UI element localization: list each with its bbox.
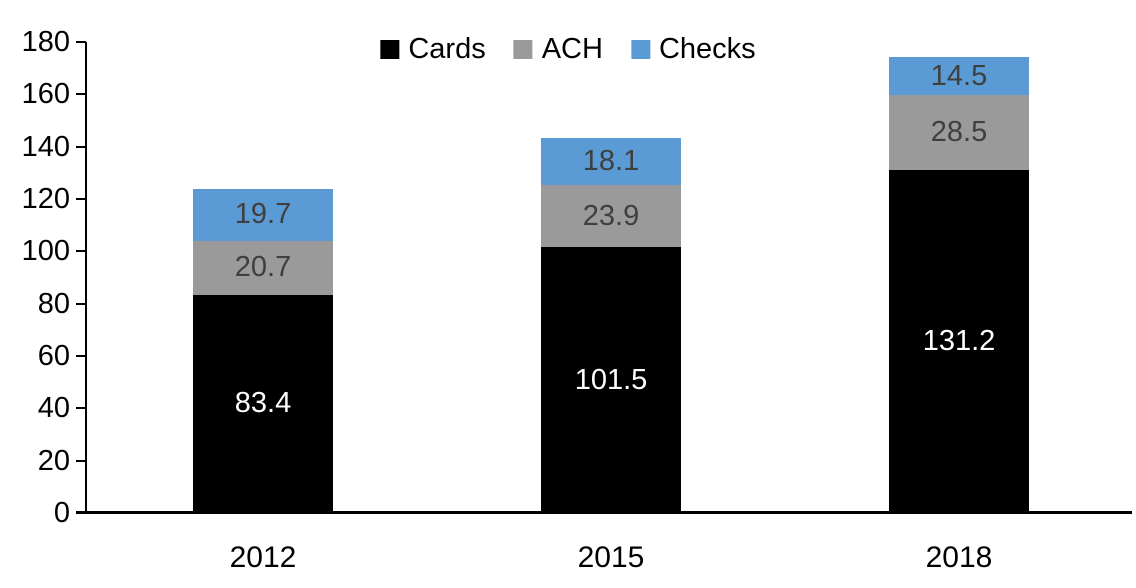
y-axis-tick (76, 145, 86, 148)
bar-segment-ach-2015: 23.9 (541, 184, 681, 248)
legend: Cards ACH Checks (380, 33, 756, 65)
y-axis-tick-label: 40 (37, 392, 70, 425)
x-axis-label: 2018 (925, 541, 993, 574)
data-label: 83.4 (234, 387, 292, 420)
y-axis-tick-label: 0 (53, 497, 70, 529)
bar-segment-cards-2012: 83.4 (193, 294, 333, 513)
y-axis-tick-label: 140 (21, 130, 70, 163)
y-axis-tick-label: 80 (37, 287, 70, 320)
legend-item-ach: ACH (513, 33, 603, 65)
y-axis-tick (76, 459, 86, 462)
y-axis-tick (76, 407, 86, 410)
data-label: 18.1 (582, 144, 640, 177)
legend-item-checks: Checks (630, 33, 756, 65)
legend-swatch-ach-icon (513, 40, 533, 59)
data-label: 28.5 (930, 115, 988, 148)
y-axis-tick (76, 41, 86, 43)
bar-segment-checks-2015: 18.1 (541, 137, 681, 185)
legend-label-cards: Cards (408, 33, 486, 65)
y-axis-tick (76, 355, 86, 357)
y-axis-tick-label: 60 (37, 340, 70, 372)
y-axis-tick (76, 93, 86, 96)
data-label: 14.5 (930, 59, 988, 92)
legend-item-cards: Cards (380, 33, 486, 65)
y-axis-tick-label: 160 (21, 78, 70, 111)
y-axis-tick (76, 198, 86, 200)
y-axis-tick (76, 512, 86, 514)
y-axis-tick-label: 180 (21, 26, 70, 58)
legend-swatch-checks-icon (630, 40, 650, 59)
bar-segment-cards-2018: 131.2 (889, 169, 1029, 513)
bar-segment-ach-2018: 28.5 (889, 95, 1029, 170)
bar-segment-checks-2018: 14.5 (889, 57, 1029, 96)
data-label: 19.7 (234, 198, 292, 231)
legend-label-ach: ACH (541, 33, 603, 65)
y-axis-tick-label: 120 (21, 183, 70, 215)
legend-label-checks: Checks (658, 33, 756, 65)
legend-swatch-cards-icon (380, 40, 400, 59)
data-label: 131.2 (922, 324, 996, 357)
x-axis-label: 2015 (577, 541, 645, 574)
y-axis-tick (76, 302, 86, 305)
bar-segment-ach-2012: 20.7 (193, 240, 333, 295)
y-axis-tick-label: 20 (37, 444, 70, 477)
bar-segment-cards-2015: 101.5 (541, 247, 681, 513)
x-axis-label: 2012 (229, 541, 297, 574)
y-axis-tick-label: 100 (21, 235, 70, 268)
data-label: 101.5 (574, 363, 648, 396)
y-axis-tick (76, 250, 86, 253)
data-label: 20.7 (234, 251, 292, 284)
y-axis-line (85, 42, 87, 513)
data-label: 23.9 (582, 199, 640, 232)
bar-segment-checks-2012: 19.7 (193, 189, 333, 241)
